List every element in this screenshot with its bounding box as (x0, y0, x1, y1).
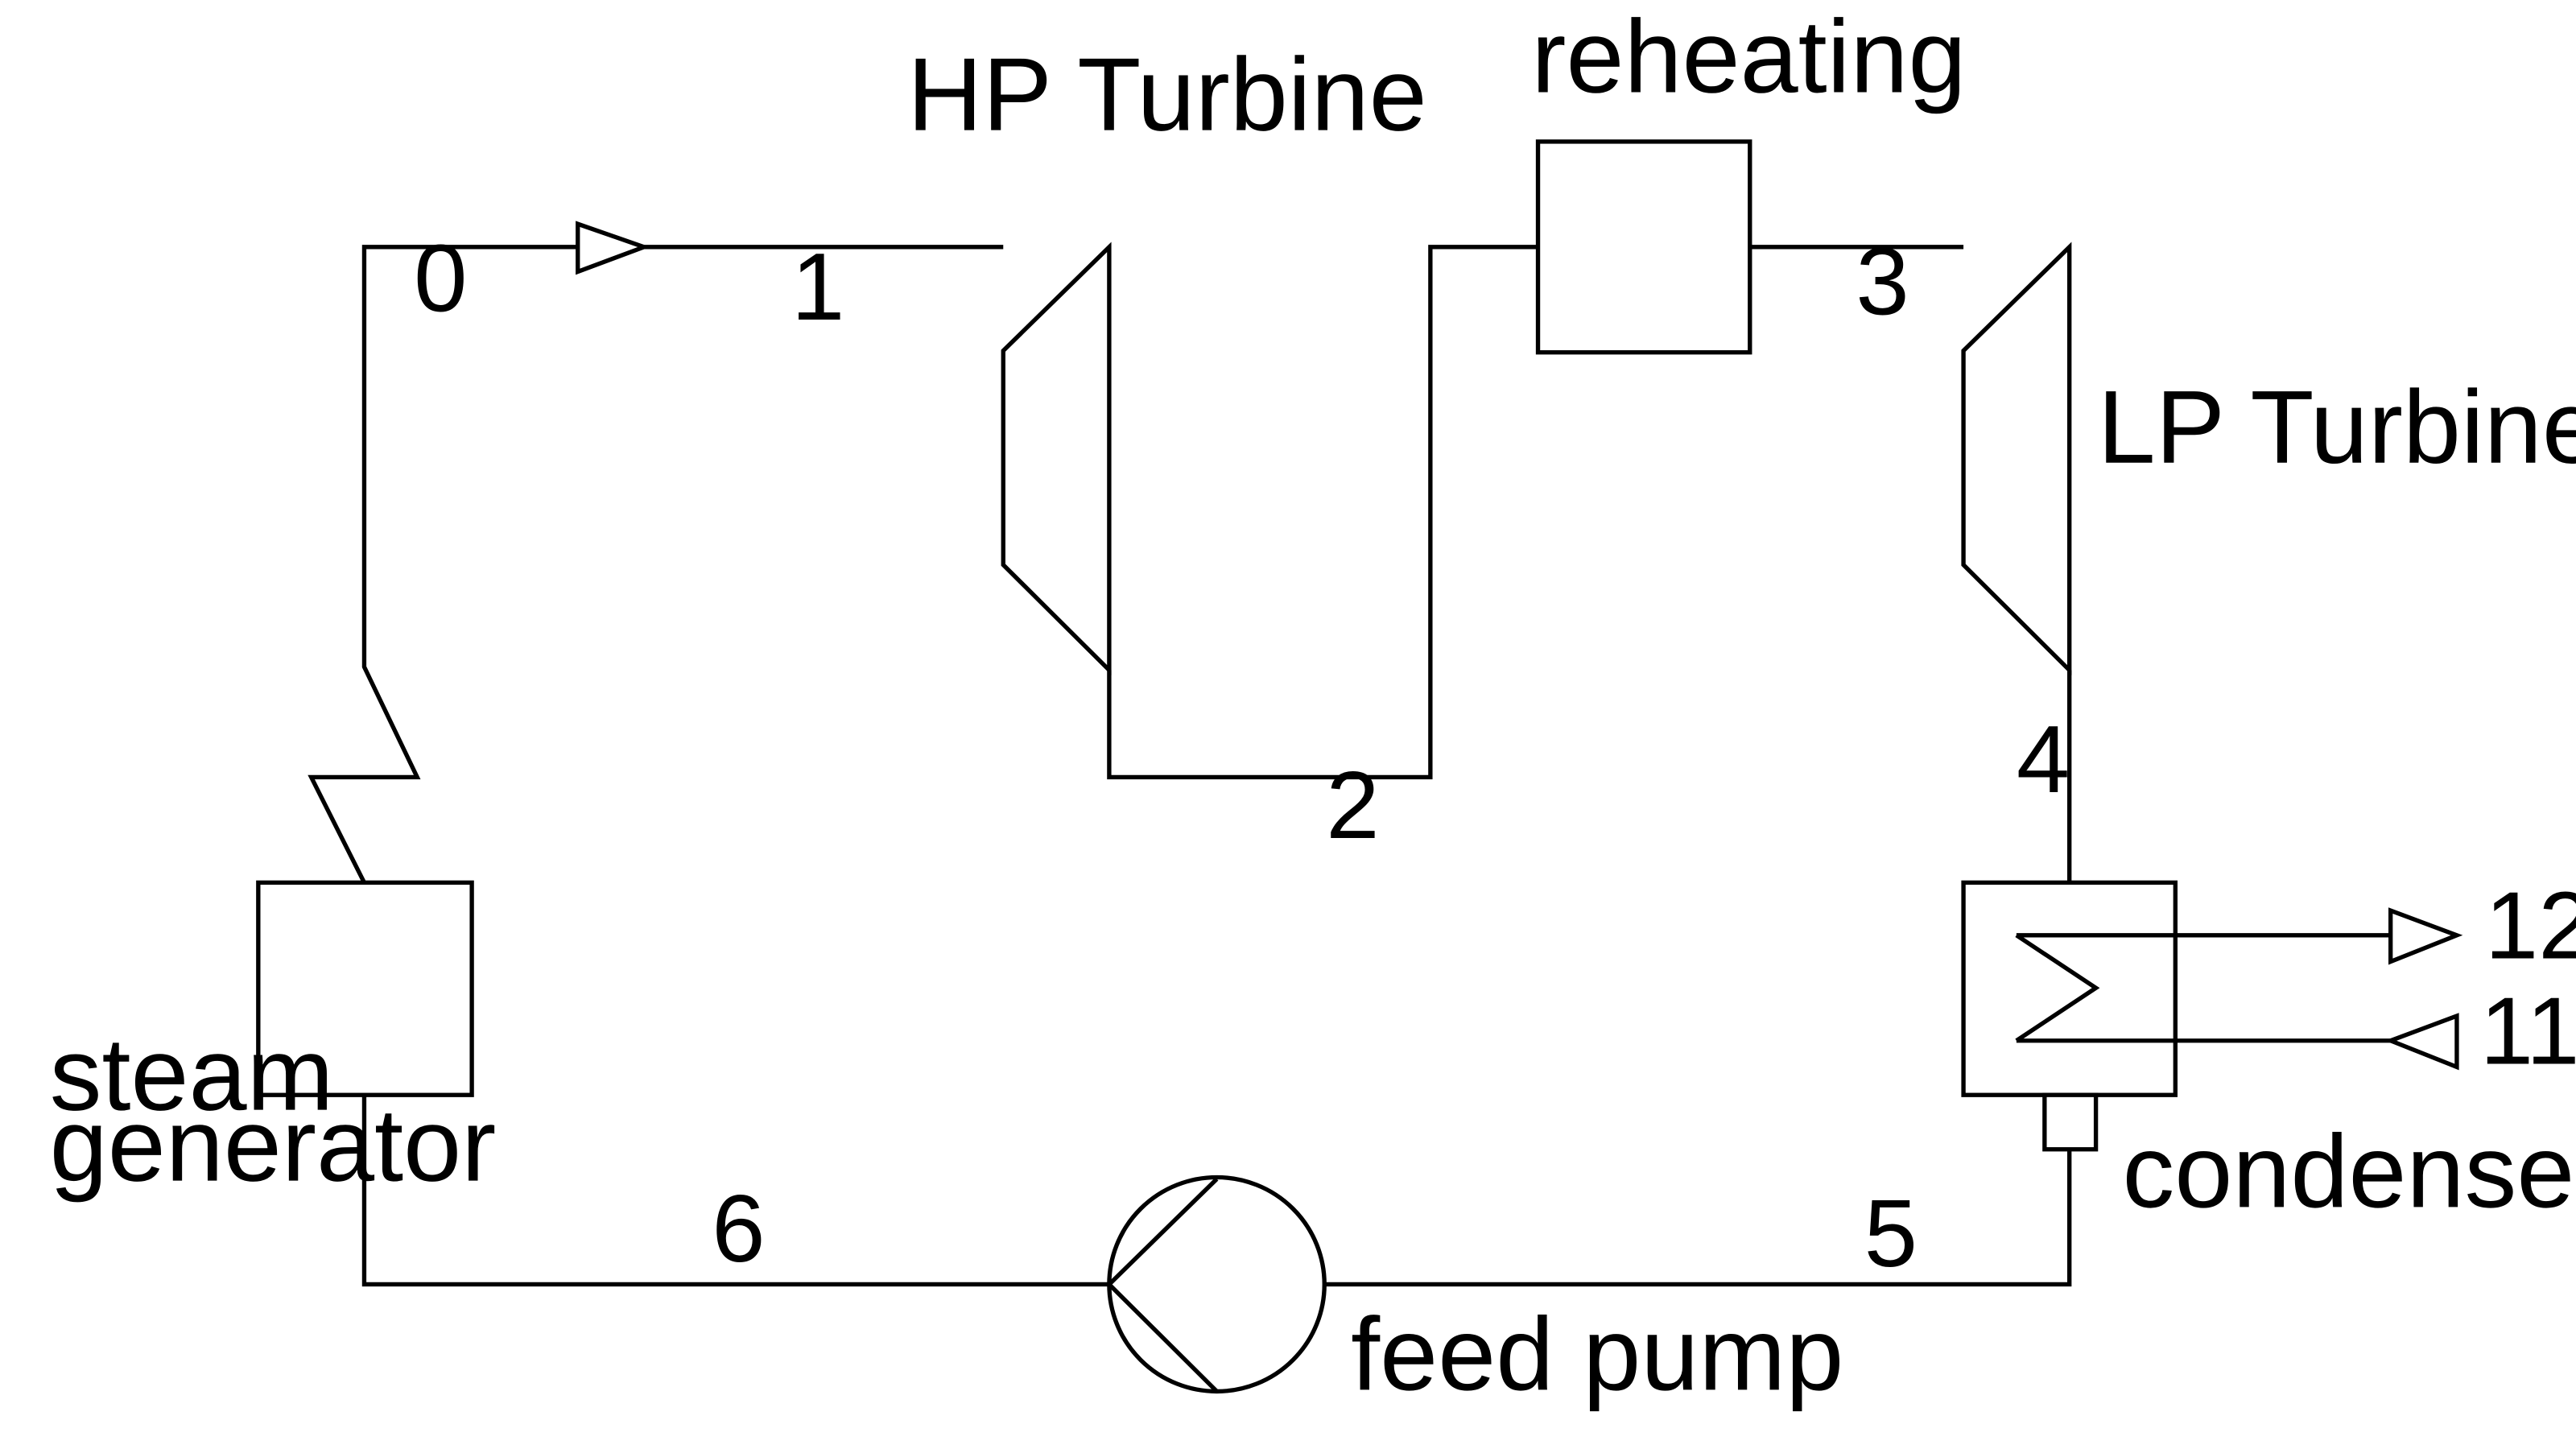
state-point-12: 12 (2485, 873, 2576, 980)
state-point-0: 0 (414, 225, 467, 332)
condenser-coil-icon (2015, 933, 2100, 1042)
steam-generator-label-line2: generator (50, 1088, 497, 1203)
steam-generator-box (256, 880, 474, 1097)
state-point-6: 6 (712, 1175, 765, 1282)
hp-turbine-label: HP Turbine (907, 37, 1427, 153)
flow-arrow-icon (576, 221, 650, 275)
reheater-box (1535, 139, 1752, 355)
pipe-pump-to-generator (361, 1095, 1109, 1287)
cooling-water-in-arrow-icon (2384, 1013, 2459, 1071)
pipe-generator-to-hp-turbine (308, 245, 1004, 884)
state-point-3: 3 (1856, 229, 1909, 336)
state-point-11: 11 (2480, 978, 2576, 1085)
condenser-hotwell (2042, 1092, 2099, 1152)
feed-pump-symbol (1106, 1177, 1219, 1393)
feed-pump-icon (1107, 1174, 1327, 1394)
state-point-5: 5 (1864, 1180, 1918, 1287)
pipe-hp-turbine-to-reheater (1107, 245, 1538, 780)
condenser-box (1961, 880, 2178, 1097)
state-point-1: 1 (791, 233, 844, 341)
lp-turbine-label: LP Turbine (2098, 369, 2576, 485)
condenser-label: condenser (2123, 1114, 2576, 1230)
state-point-4: 4 (2017, 706, 2070, 813)
reheating-label: reheating (1531, 0, 1966, 114)
feed-pump-label: feed pump (1351, 1297, 1843, 1413)
cooling-water-out-arrow-icon (2388, 907, 2463, 965)
lp-turbine-icon (1961, 242, 2072, 675)
state-point-2: 2 (1326, 752, 1379, 859)
pipe-condenser-to-pump (1324, 1149, 2072, 1287)
hp-turbine-icon (1001, 242, 1112, 675)
steam-generator-label-line1: steam (50, 1017, 334, 1133)
